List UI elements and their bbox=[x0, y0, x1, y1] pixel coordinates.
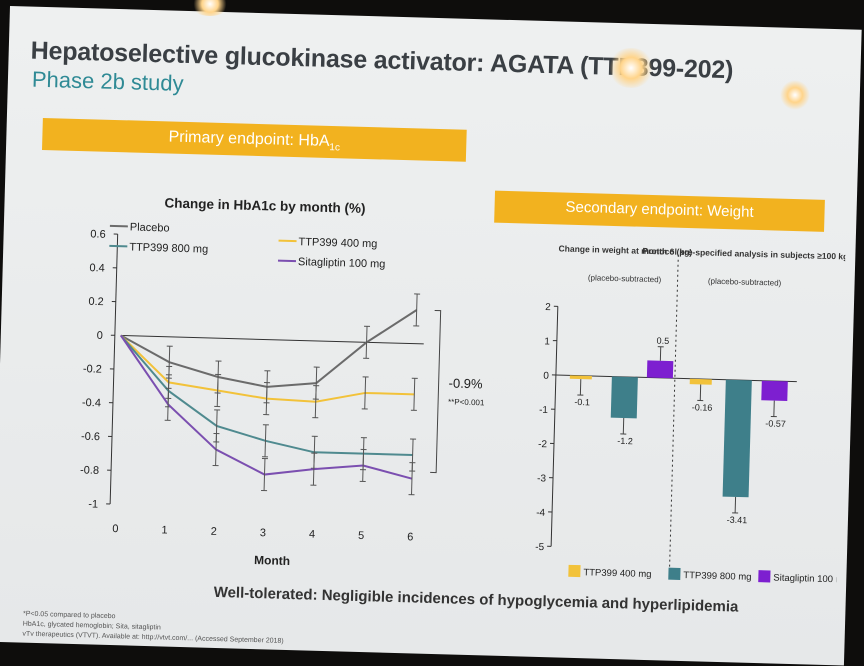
bar-value-label: -3.41 bbox=[727, 515, 748, 526]
x-tick-label: 5 bbox=[358, 530, 364, 542]
bar bbox=[761, 381, 788, 401]
legend-swatch bbox=[278, 261, 296, 262]
error-bar bbox=[412, 463, 413, 495]
x-tick-label: 3 bbox=[260, 527, 266, 539]
series-line bbox=[119, 335, 416, 404]
legend-swatch bbox=[279, 241, 297, 242]
group-divider bbox=[670, 255, 679, 570]
x-tick-label: 0 bbox=[112, 523, 118, 535]
y-tick-label: -0.8 bbox=[80, 464, 99, 477]
y-tick-label: 0.6 bbox=[90, 228, 106, 240]
group-title: Protocol pre-specified analysis in subje… bbox=[642, 246, 845, 262]
bar bbox=[647, 360, 673, 378]
y-tick-label: -1 bbox=[88, 498, 98, 510]
group-subtitle: (placebo-subtracted) bbox=[588, 273, 662, 284]
legend-label: TTP399 800 mg bbox=[683, 570, 751, 583]
legend-label: Sitagliptin 100 mg bbox=[298, 256, 386, 270]
group-subtitle: (placebo-subtracted) bbox=[708, 277, 782, 288]
y-tick-label: -1 bbox=[539, 405, 549, 416]
legend-label: Sitagliptin 100 mg bbox=[773, 573, 846, 586]
ceiling-light bbox=[608, 48, 654, 88]
y-tick-label: -3 bbox=[537, 473, 547, 484]
error-bar bbox=[216, 434, 217, 466]
bar bbox=[690, 379, 712, 385]
line-chart-title: Change in HbA1c by month (%) bbox=[164, 195, 365, 216]
primary-endpoint-label: Primary endpoint: HbA bbox=[168, 128, 329, 149]
primary-endpoint-header: Primary endpoint: HbA1c bbox=[42, 118, 467, 162]
bar bbox=[723, 380, 752, 498]
secondary-endpoint-header: Secondary endpoint: Weight bbox=[494, 191, 825, 232]
error-bar bbox=[168, 388, 169, 420]
y-tick-label: 0 bbox=[543, 371, 549, 382]
y-tick-label: -5 bbox=[535, 542, 545, 553]
y-tick-label: -0.4 bbox=[82, 397, 101, 410]
weight-bar-chart: Change in weight at month 6 (kg)(placebo… bbox=[506, 230, 846, 599]
error-bar bbox=[315, 386, 316, 418]
x-tick-label: 1 bbox=[161, 524, 167, 536]
error-bar bbox=[416, 294, 417, 326]
bar-value-label: -0.1 bbox=[574, 397, 590, 407]
legend-label: TTP399 800 mg bbox=[129, 241, 208, 255]
x-tick-label: 6 bbox=[407, 531, 413, 543]
ceiling-light bbox=[780, 80, 810, 110]
legend-label: Placebo bbox=[130, 221, 170, 234]
legend-swatch bbox=[110, 226, 128, 227]
legend-swatch bbox=[109, 246, 127, 247]
y-tick-label: 0 bbox=[97, 330, 103, 342]
y-axis bbox=[551, 306, 558, 546]
error-bar bbox=[265, 425, 266, 457]
bar-value-label: 0.5 bbox=[657, 336, 670, 346]
x-axis-label: Month bbox=[254, 553, 290, 568]
legend-swatch bbox=[758, 570, 770, 582]
legend-label: TTP399 400 mg bbox=[583, 567, 651, 580]
y-tick-label: -0.2 bbox=[83, 363, 102, 376]
zero-line bbox=[556, 375, 797, 382]
zero-line bbox=[121, 335, 424, 343]
legend-swatch bbox=[568, 565, 580, 577]
slide-subtitle: Phase 2b study bbox=[32, 67, 184, 97]
bar-value-label: -0.16 bbox=[692, 402, 713, 413]
legend-swatch bbox=[668, 568, 680, 580]
error-bar bbox=[365, 377, 366, 409]
bar bbox=[570, 375, 592, 379]
footnote-pvalue: *P<0.05 compared to placebo bbox=[23, 611, 116, 621]
y-tick-label: -2 bbox=[538, 439, 548, 450]
footnote-abbrev: HbA1c, glycated hemoglobin; Sita, sitagl… bbox=[23, 621, 161, 632]
error-bar bbox=[414, 378, 415, 410]
x-tick-label: 4 bbox=[309, 529, 315, 541]
y-tick-label: 0.2 bbox=[88, 296, 104, 308]
bar-value-label: -1.2 bbox=[617, 436, 633, 446]
x-tick-label: 2 bbox=[211, 526, 217, 538]
error-bar bbox=[217, 375, 218, 407]
footnote-source: vTv therapeutics (VTVT). Available at: h… bbox=[22, 631, 662, 656]
y-tick-label: 1 bbox=[544, 336, 550, 347]
error-bar bbox=[366, 326, 367, 358]
y-tick-label: -4 bbox=[536, 508, 546, 519]
error-bar bbox=[313, 453, 314, 485]
y-tick-label: 2 bbox=[545, 302, 551, 313]
y-tick-label: -0.6 bbox=[81, 431, 100, 444]
hba1c-line-chart: 0.6 0.4 0.2 0 -0.2 -0.4 -0.6 -0.8 -1 0 1 2 3 4 5 6 Month… bbox=[34, 212, 494, 584]
bar-value-label: -0.57 bbox=[765, 418, 786, 429]
presentation-slide: Hepatoselective glucokinase activator: A… bbox=[0, 6, 862, 666]
bar bbox=[611, 377, 638, 419]
legend-label: TTP399 400 mg bbox=[298, 236, 377, 250]
primary-endpoint-subscript: 1c bbox=[329, 142, 340, 153]
comparison-bracket bbox=[430, 310, 441, 472]
difference-annotation: -0.9% bbox=[448, 375, 483, 391]
error-bar bbox=[264, 459, 265, 491]
pvalue-annotation: **P<0.001 bbox=[448, 397, 485, 407]
y-tick-label: 0.4 bbox=[89, 262, 105, 274]
